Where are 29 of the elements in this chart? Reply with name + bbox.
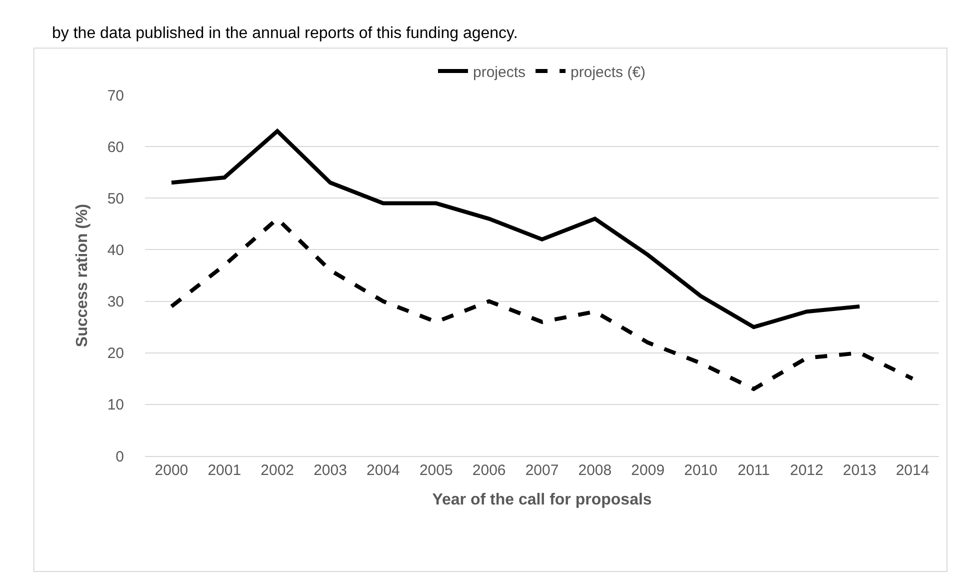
x-tick-label: 2007 <box>525 462 559 479</box>
x-tick-label: 2002 <box>260 462 294 479</box>
x-tick-label: 2008 <box>578 462 612 479</box>
x-tick-label: 2011 <box>738 462 770 479</box>
y-axis-title: Success ration (%) <box>74 204 92 348</box>
y-tick-label: 30 <box>107 294 124 311</box>
x-tick-label: 2004 <box>366 462 400 479</box>
line-series <box>169 129 862 330</box>
x-tick-label: 2005 <box>419 462 453 479</box>
x-tick-label: 2014 <box>896 462 930 479</box>
x-tick-label: 2013 <box>842 462 876 479</box>
x-tick-label: 2003 <box>314 462 347 479</box>
y-tick-label: 40 <box>107 242 124 259</box>
x-tick-label: 2001 <box>208 462 242 479</box>
text: by the data published in the annual reports of this funding agency. <box>52 25 518 42</box>
x-tick-label: 2009 <box>631 462 665 479</box>
x-tick-label: 2006 <box>472 462 506 479</box>
x-tick-label: 2012 <box>790 462 824 479</box>
y-tick-label: 0 <box>116 448 124 466</box>
x-tick-label: 2010 <box>684 462 718 479</box>
x-axis-title: Year of the call for proposals <box>432 492 652 509</box>
y-tick-label: 20 <box>107 345 124 362</box>
y-tick-label: 10 <box>107 396 124 414</box>
legend-label: projects (€) <box>570 64 646 81</box>
x-tick-label: 2000 <box>154 462 188 479</box>
y-tick-label: 50 <box>107 190 124 208</box>
y-tick-label: 70 <box>107 87 124 104</box>
legend-label: projects <box>473 64 526 81</box>
y-tick-label: 60 <box>107 138 124 156</box>
